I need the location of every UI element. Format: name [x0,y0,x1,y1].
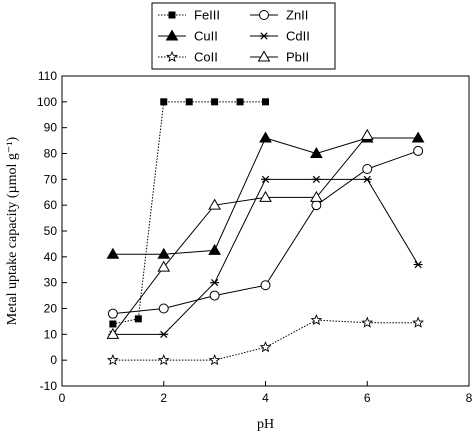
y-tick-label: 80 [44,147,58,161]
data-point-pbii [106,327,120,339]
legend-label-cdii: CdII [286,29,310,44]
x-tick-label: 0 [59,391,66,405]
data-point-pbii [157,260,171,272]
data-point-znii [260,280,271,291]
y-tick-label: 10 [44,327,58,341]
data-point-cdii [362,175,372,183]
data-point-znii [158,303,169,314]
y-tick-label: 90 [44,121,58,135]
data-point-znii [413,145,424,156]
legend-marker-pbii [257,50,271,62]
data-point-coii [310,313,323,326]
data-point-feiii [134,315,142,323]
data-point-feiii [185,98,193,106]
data-point-cuii [310,147,323,158]
data-point-znii [209,290,220,301]
data-point-coii [259,341,272,353]
legend-item-pbii: PbII [250,50,309,65]
data-point-cuii [106,247,120,259]
legend-item-cdii: CdII [250,29,310,44]
legend-item-feiii: FeIII [158,8,220,23]
data-point-znii [107,308,118,319]
data-point-znii [311,200,322,211]
plot-frame [61,75,470,387]
data-point-coii [157,353,170,366]
data-point-feiii [236,98,244,106]
x-tick-label: 8 [466,391,473,405]
series-line-coii [112,319,419,361]
data-point-pbii [360,128,374,140]
y-tick-label: 70 [44,172,58,186]
legend-marker-feiii [168,11,176,19]
legend-item-znii: ZnII [250,8,308,23]
y-tick-label: 40 [44,250,58,264]
y-tick-label: 50 [44,224,58,238]
y-tick-label: 100 [37,95,57,109]
legend-item-cuii: CuII [158,29,218,44]
data-point-pbii [259,190,272,202]
y-axis-title: Metal uptake capacity (µmol g⁻¹) [5,136,20,325]
x-tick-label: 6 [364,391,371,405]
data-point-feiii [211,98,219,106]
y-tick-label: -10 [40,379,58,393]
legend-marker-coii [166,50,178,63]
series-znii [107,145,424,319]
y-tick-label: 60 [44,198,58,212]
data-point-znii [362,164,373,174]
data-point-coii [412,316,425,328]
series-feiii [109,98,269,328]
y-tick-label: 30 [44,276,58,290]
data-point-pbii [208,198,221,210]
data-point-cuii [157,247,171,259]
data-point-coii [106,353,119,366]
series-group [106,98,425,366]
data-point-cdii [210,279,220,287]
series-pbii [106,128,374,339]
data-point-feiii [160,98,168,106]
legend-marker-cdii [259,32,269,40]
data-point-cdii [159,330,169,338]
x-tick-label: 2 [160,391,167,405]
legend-label-coii: CoII [194,50,218,65]
legend-label-pbii: PbII [286,50,309,65]
series-coii [106,313,425,366]
legend-label-feiii: FeIII [194,8,220,23]
data-point-cuii [411,131,425,143]
data-point-coii [361,316,374,328]
data-point-cdii [413,260,423,269]
legend-label-znii: ZnII [286,8,308,23]
series-line-feiii [112,101,266,325]
data-point-cuii [259,131,272,143]
y-tick-label: 110 [38,69,57,83]
data-point-cdii [311,175,321,183]
series-line-pbii [112,135,368,335]
x-axis-title: pH [257,417,274,432]
data-point-feiii [109,320,117,328]
legend-item-coii: CoII [158,50,218,65]
legend: FeIII ZnII CuII CdII CoII PbII [151,2,336,70]
data-point-cdii [261,175,270,183]
data-point-cuii [208,243,221,255]
plot-area [61,75,470,387]
data-point-coii [208,353,221,366]
data-point-pbii [310,190,323,202]
y-tick-label: 20 [44,302,58,316]
y-tick-label: 0 [50,353,57,367]
x-tick-label: 4 [262,391,269,405]
legend-label-cuii: CuII [194,29,218,44]
legend-marker-znii [259,10,269,20]
data-point-feiii [262,98,269,106]
legend-marker-cuii [165,29,179,41]
